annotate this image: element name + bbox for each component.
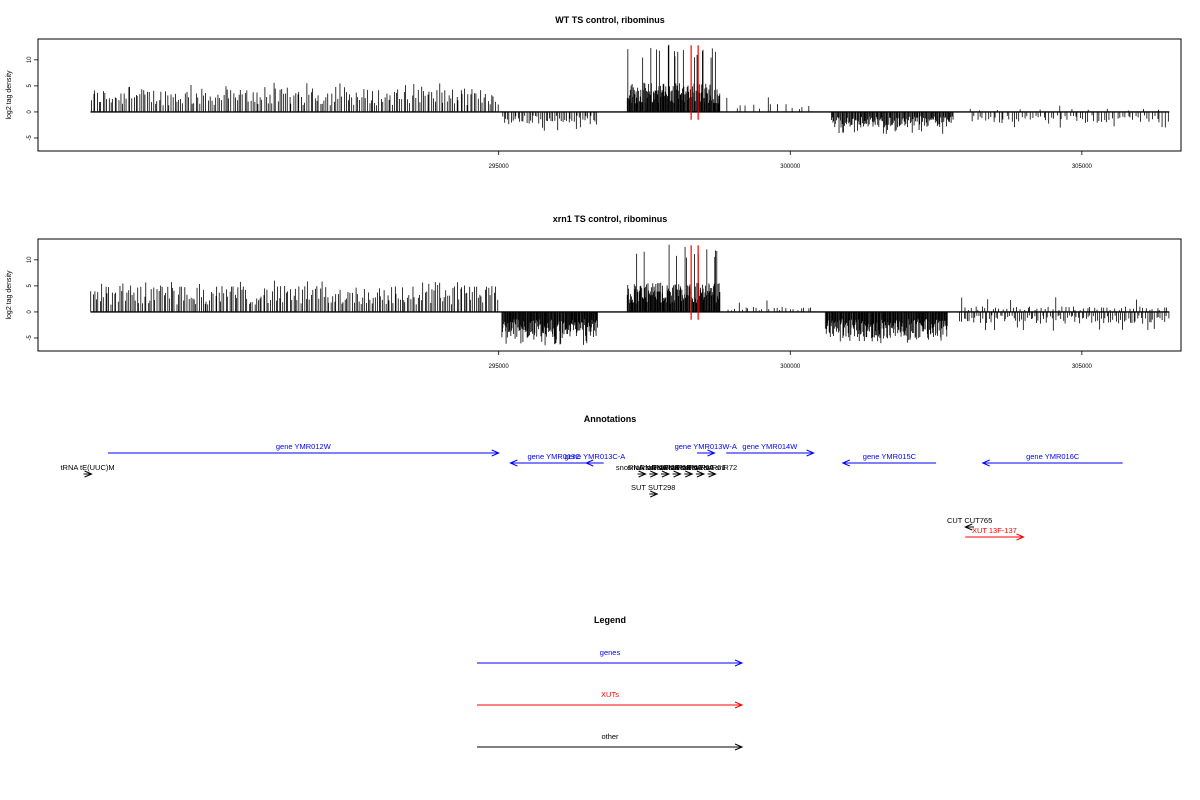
annotation-arrow (981, 459, 1123, 467)
wt-x-tick-label: 295000 (489, 164, 510, 170)
annotation-arrow (584, 459, 604, 467)
xrn1-y-axis-label: log2 tag density (6, 270, 13, 320)
xrn1-coverage-bars (90, 244, 1170, 346)
annotation-arrow (649, 470, 659, 478)
wt-y-tick-label: 5 (27, 84, 33, 88)
xrn1-x-tick-label: 295000 (489, 364, 510, 370)
annotation-label: gene YMR013C-A (565, 452, 626, 461)
annotation-label: XUT 13F-137 (972, 526, 1017, 535)
annotation-arrow (637, 470, 647, 478)
wt-x-ticks: 295000 300000 305000 (489, 151, 1093, 170)
wt-y-tick-label: -5 (27, 135, 33, 141)
annotation-label: snoRNA snR60 (663, 463, 714, 472)
annotation-arrow (963, 523, 974, 531)
legend-label-gene: genes (600, 648, 621, 657)
xrn1-y-tick-label: 10 (27, 256, 33, 263)
annotation-label: SUT SUT298 (631, 483, 675, 492)
xrn1-y-ticks: -5 0 5 10 (27, 256, 38, 341)
annotation-label: gene YMR013W-A (675, 442, 737, 451)
legend-arrow-other (477, 743, 744, 751)
xrn1-plot-frame (37, 238, 1182, 352)
xrn1-y-tick-label: -5 (27, 335, 33, 341)
annotations-title: Annotations (584, 414, 637, 424)
annotation-arrow (695, 470, 706, 478)
annotation-arrow (660, 470, 671, 478)
legend-items: genes XUTs other (477, 648, 744, 751)
annotation-arrow (649, 490, 659, 498)
annotation-label: snoRNA snR61 (674, 463, 725, 472)
wt-x-tick-label: 300000 (780, 164, 801, 170)
annotation-label: gene YMR014W (742, 442, 798, 451)
annotation-arrow (726, 449, 815, 457)
annotation-arrow (696, 449, 716, 457)
wt-y-tick-label: 0 (27, 110, 33, 114)
annotation-label: snoRNA snR72 (686, 463, 737, 472)
wt-y-tick-label: 10 (27, 56, 33, 63)
annotation-label: gene YMR016C (1026, 452, 1080, 461)
annotation-arrow (509, 459, 598, 467)
wt-track-panel: WT TS control, ribominus log2 tag densit… (6, 15, 1182, 170)
annotation-label: snoRNA snR59 (651, 463, 702, 472)
legend-panel: Legend genes XUTs other (477, 615, 744, 751)
wt-plot-frame (37, 38, 1182, 152)
wt-x-tick-label: 305000 (1072, 164, 1093, 170)
annotation-arrow (107, 449, 500, 457)
annotation-label: gene YMR012W (276, 442, 332, 451)
annotation-label: CUT CUT765 (947, 516, 992, 525)
xrn1-x-tick-label: 300000 (780, 364, 801, 370)
xrn1-track-title: xrn1 TS control, ribominus (553, 214, 668, 224)
annotation-arrow (965, 533, 1025, 541)
legend-arrow-xut (477, 701, 744, 709)
wt-red-markers (690, 45, 699, 120)
wt-y-axis-label: log2 tag density (6, 70, 13, 120)
wt-coverage-bars (91, 44, 1169, 134)
wt-track-title: WT TS control, ribominus (555, 15, 665, 25)
annotation-label: tRNA tE(UUC)M (60, 463, 114, 472)
annotation-arrow (83, 470, 93, 478)
xrn1-track-panel: xrn1 TS control, ribominus log2 tag dens… (6, 214, 1182, 370)
xrn1-red-markers (690, 245, 699, 320)
annotation-label: gene YMR015C (863, 452, 917, 461)
annotation-label: snoRNA snR78 (628, 463, 679, 472)
annotation-arrow (841, 459, 937, 467)
annotation-label: snoRNA snR77 (616, 463, 667, 472)
xrn1-x-ticks: 295000 300000 305000 (489, 351, 1093, 370)
wt-y-ticks: -5 0 5 10 (27, 56, 38, 141)
annotation-label: gene YMR013C (527, 452, 581, 461)
legend-title: Legend (594, 615, 626, 625)
xrn1-x-tick-label: 305000 (1072, 364, 1093, 370)
annotation-label: snoRNA snR58 (639, 463, 690, 472)
annotation-arrow (707, 470, 717, 478)
annotation-arrow (684, 470, 694, 478)
annotation-arrow (672, 470, 682, 478)
legend-label-xut: XUTs (601, 690, 619, 699)
xrn1-y-tick-label: 0 (27, 310, 33, 314)
xrn1-y-tick-label: 5 (27, 284, 33, 288)
legend-label-other: other (601, 732, 619, 741)
legend-arrow-gene (477, 659, 744, 667)
